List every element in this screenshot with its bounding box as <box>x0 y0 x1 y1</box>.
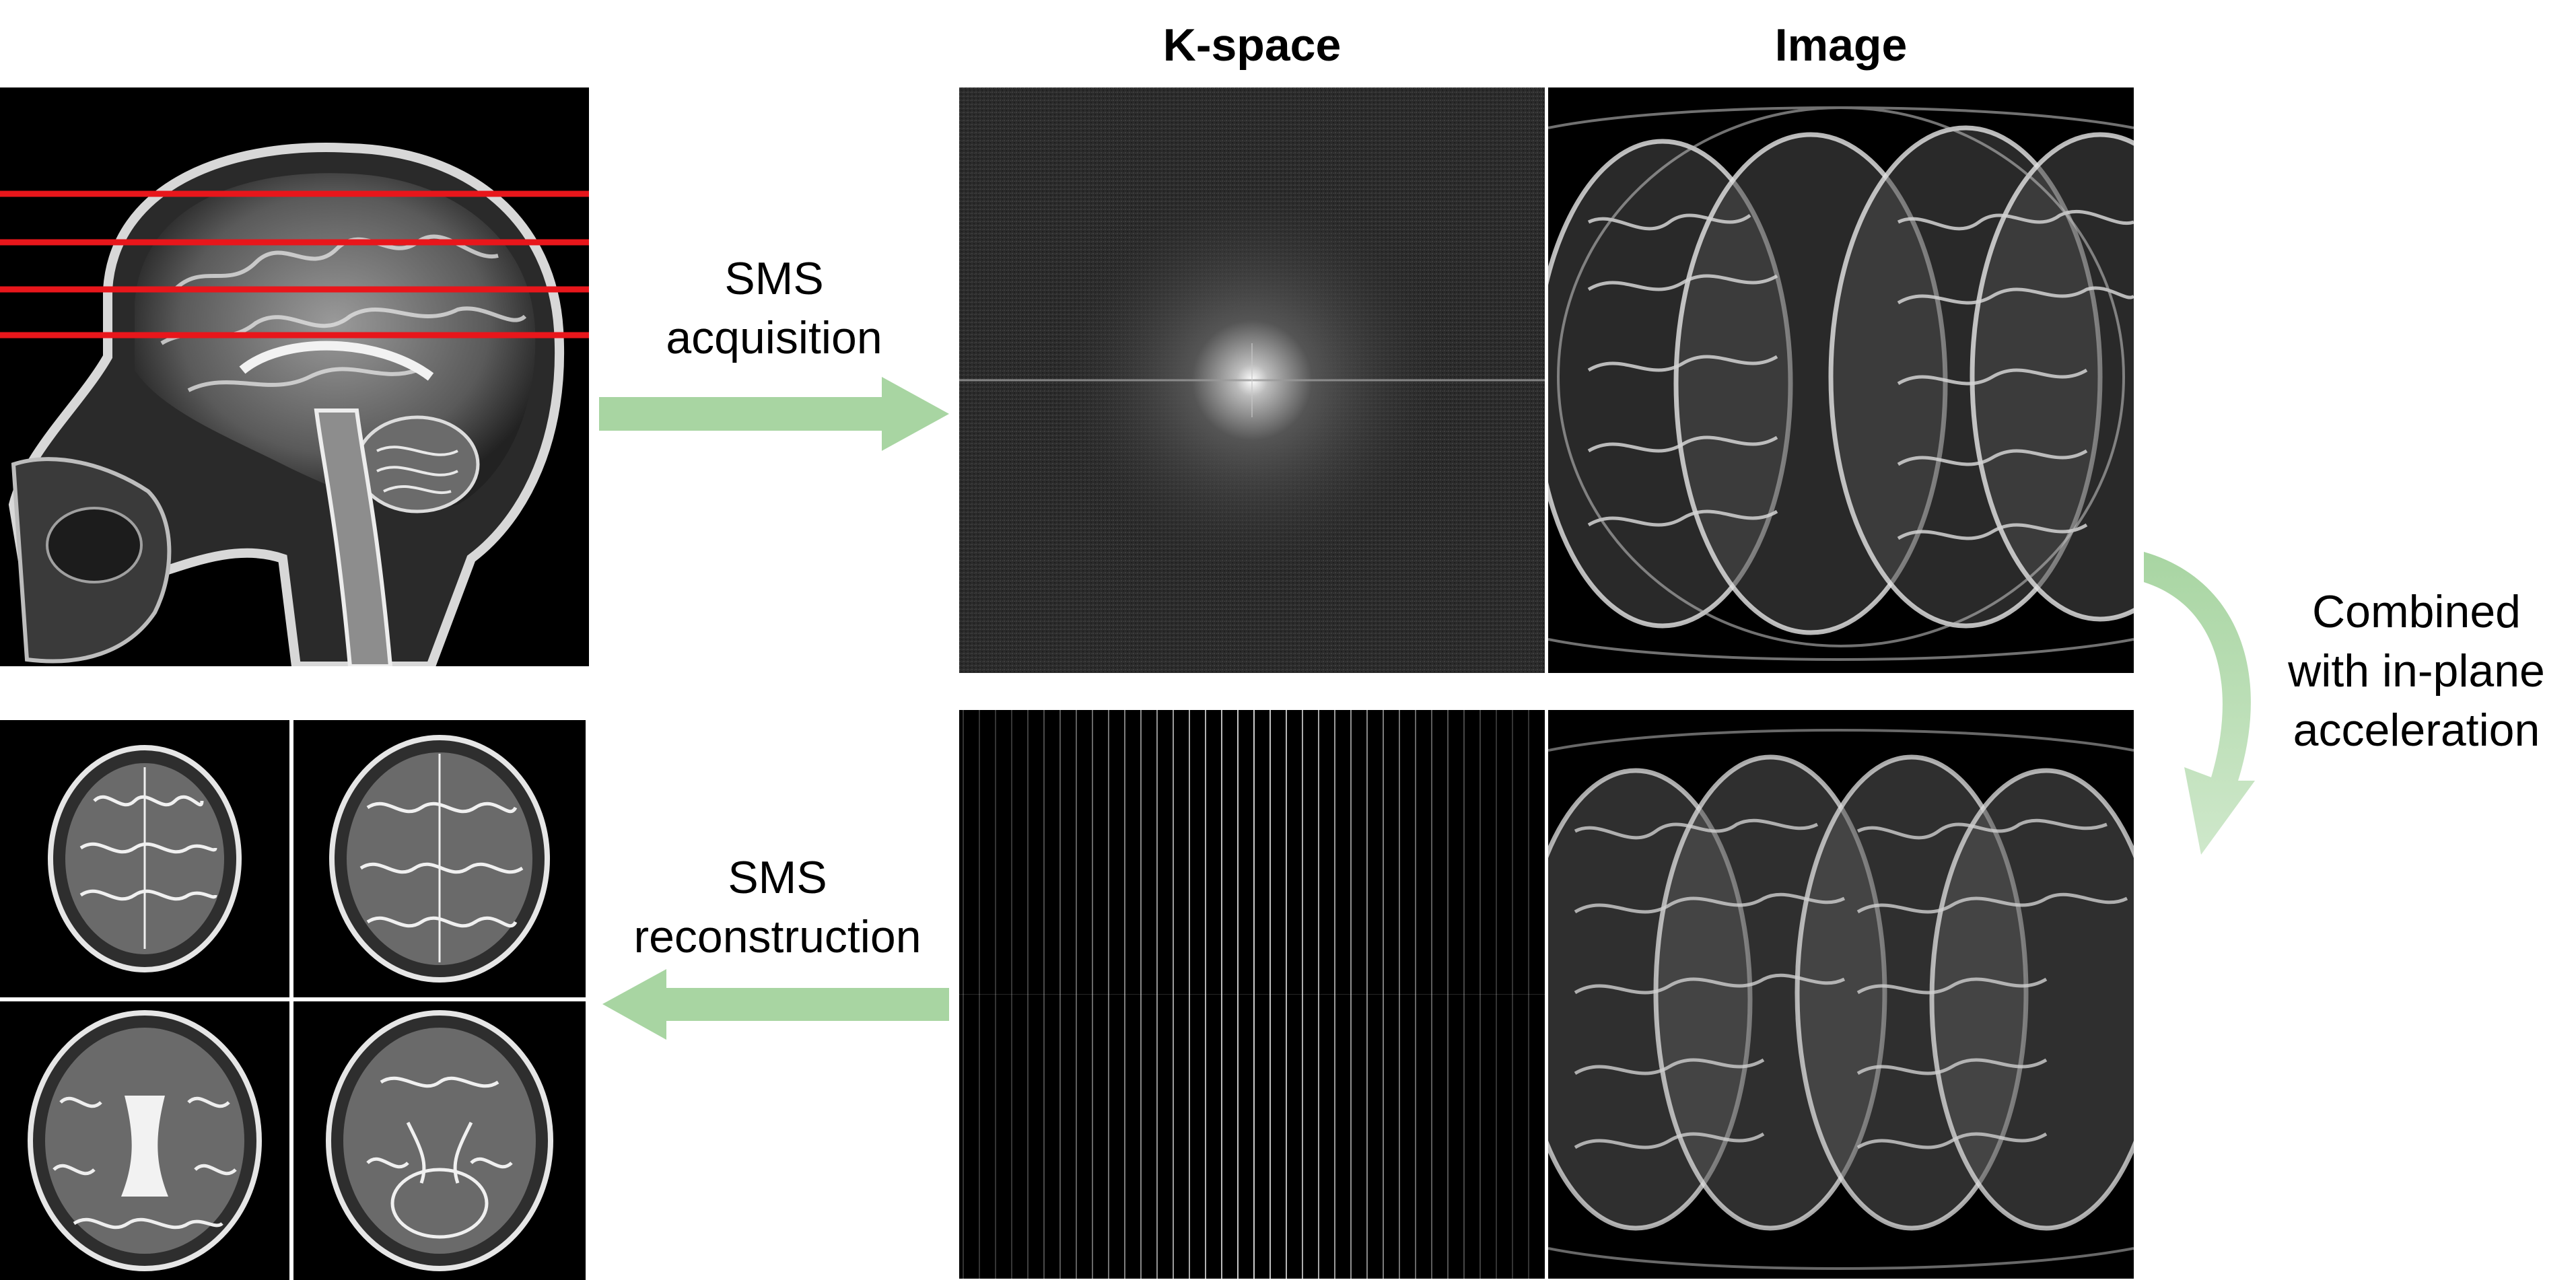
inplane-acceleration-label: Combined with in-plane acceleration <box>2288 586 2545 756</box>
image-column-heading: Image <box>1774 20 1908 71</box>
inplane-curved-arrow <box>2144 552 2255 855</box>
axial-slice-2 <box>293 720 586 997</box>
axial-slice-4 <box>293 1001 586 1280</box>
sagittal-head-image <box>0 87 589 666</box>
grid-divider-horizontal <box>0 997 586 1001</box>
axial-slices-grid <box>0 720 586 1280</box>
kspace-full-panel <box>959 87 1545 673</box>
reconstruction-arrow <box>602 969 949 1040</box>
axial-slice-3 <box>0 1001 289 1280</box>
axial-slice-1 <box>0 720 289 997</box>
kspace-column-heading: K-space <box>1162 20 1342 71</box>
aliased-image-panel <box>1548 87 2134 673</box>
acquisition-arrow <box>599 377 949 451</box>
sms-acquisition-label: SMS acquisition <box>666 253 882 363</box>
sms-reconstruction-label: SMS reconstruction <box>633 852 921 962</box>
aliased-image-inplane-panel <box>1548 710 2134 1279</box>
kspace-undersampled-panel <box>959 710 1545 1279</box>
